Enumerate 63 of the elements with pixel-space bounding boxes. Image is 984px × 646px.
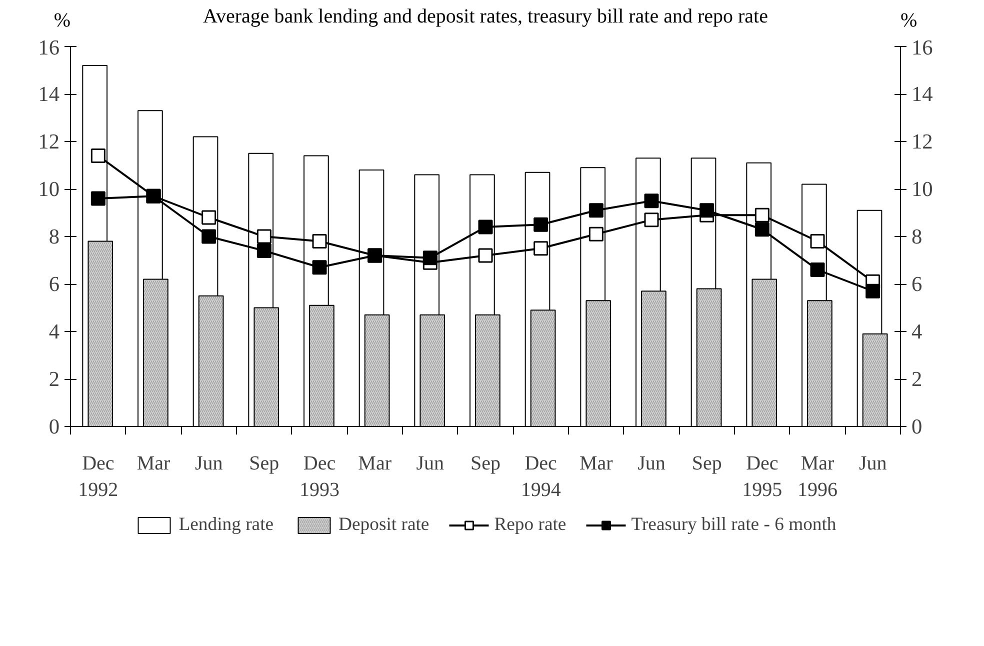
y2-tick-label: 2 bbox=[912, 367, 922, 391]
point bbox=[90, 191, 106, 206]
y-tick-label: 2 bbox=[48, 367, 60, 391]
x-tick-label: Mar bbox=[580, 452, 614, 474]
point bbox=[312, 260, 327, 275]
x-tick-label: Sep bbox=[249, 452, 280, 474]
point bbox=[478, 248, 493, 263]
y2-tick-label: 12 bbox=[912, 130, 933, 154]
point bbox=[90, 148, 106, 163]
x-tick-label: Dec 1994 bbox=[520, 452, 561, 501]
legend-label: Lending rate bbox=[178, 514, 274, 536]
x-tick-label: Jun bbox=[858, 452, 887, 474]
point bbox=[478, 220, 493, 234]
point bbox=[202, 229, 216, 244]
y2-tick-label: 10 bbox=[912, 177, 933, 201]
point bbox=[700, 203, 714, 218]
x-tick-label: Jun bbox=[194, 452, 223, 474]
legend-label: Repo rate bbox=[494, 514, 566, 536]
point bbox=[534, 217, 548, 232]
y-tick-label: 12 bbox=[38, 130, 60, 154]
point bbox=[754, 208, 770, 222]
y-tick-label: 4 bbox=[48, 320, 60, 344]
point bbox=[588, 226, 604, 242]
y-tick-label: 0 bbox=[48, 414, 60, 438]
point bbox=[588, 203, 604, 218]
chart-title: Average bank lending and deposit rates, treasury bill rate and repo rate bbox=[203, 6, 768, 28]
x-tick-label: Dec 1993 bbox=[300, 452, 340, 501]
y2-tick-label: 8 bbox=[912, 224, 922, 248]
y-tick-label: 16 bbox=[38, 36, 60, 60]
legend-label: Deposit rate bbox=[338, 514, 430, 536]
point bbox=[644, 212, 659, 228]
x-tick-label: Dec 1995 bbox=[742, 452, 782, 501]
y2-tick-label: 6 bbox=[912, 272, 922, 296]
x-tick-label: Dec 1992 bbox=[78, 452, 118, 501]
x-tick-label: Sep bbox=[692, 452, 722, 474]
point bbox=[202, 210, 216, 225]
y2-tick-label: 0 bbox=[912, 414, 922, 438]
x-tick-label: Mar bbox=[358, 452, 392, 474]
y-axis-title: % bbox=[54, 10, 71, 32]
point bbox=[312, 234, 327, 248]
y-tick-label: 6 bbox=[48, 272, 60, 296]
y-tick-label: 10 bbox=[38, 177, 60, 201]
point bbox=[866, 284, 880, 298]
y2-tick-label: 14 bbox=[912, 82, 934, 106]
point bbox=[256, 229, 272, 244]
point bbox=[422, 250, 438, 266]
point bbox=[754, 222, 770, 237]
point bbox=[810, 234, 825, 248]
legend-label: Treasury bill rate - 6 month bbox=[631, 514, 836, 536]
y-tick-label: 14 bbox=[38, 82, 60, 106]
point bbox=[644, 194, 659, 208]
point bbox=[534, 241, 548, 256]
x-tick-label: Mar 1996 bbox=[798, 452, 838, 501]
y-tick-label: 8 bbox=[48, 224, 60, 248]
x-tick-label: Mar bbox=[136, 452, 170, 474]
y2-tick-label: 16 bbox=[912, 36, 934, 60]
point bbox=[256, 244, 272, 258]
x-tick-label: Sep bbox=[470, 452, 500, 474]
y2-axis-title: % bbox=[900, 10, 918, 32]
y2-tick-label: 4 bbox=[912, 320, 922, 344]
x-tick-label: Jun bbox=[638, 452, 666, 474]
x-tick-label: Jun bbox=[416, 452, 444, 474]
point bbox=[810, 262, 825, 277]
